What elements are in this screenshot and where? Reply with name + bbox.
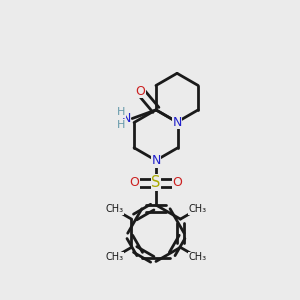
Text: N: N [121,112,131,125]
Text: O: O [135,85,145,98]
Text: CH₃: CH₃ [106,204,124,214]
Text: CH₃: CH₃ [188,252,206,262]
Text: N: N [172,116,182,129]
Text: CH₃: CH₃ [106,252,124,262]
Text: O: O [172,176,182,189]
Text: N: N [151,154,160,167]
Text: S: S [151,175,160,190]
Text: H: H [117,107,125,117]
Text: O: O [130,176,140,189]
Text: CH₃: CH₃ [188,204,206,214]
Text: H: H [117,120,125,130]
